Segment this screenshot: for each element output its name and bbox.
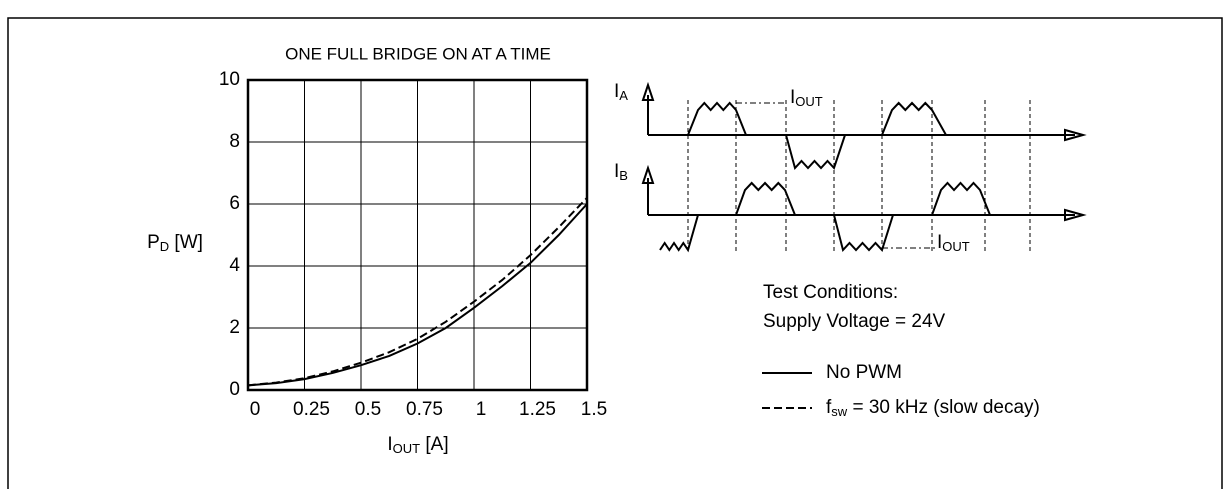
arrow: [1064, 208, 1087, 222]
y-axis-label-part: D: [160, 239, 169, 254]
ib-label: IB: [614, 161, 628, 183]
legend-label-part: sw: [831, 404, 848, 419]
iout-label-part: OUT: [795, 94, 823, 109]
x-axis-label: IOUT [A]: [387, 434, 448, 456]
x-tick-label: 0.75: [406, 399, 443, 420]
ia-label-part: A: [619, 88, 628, 103]
test-conditions: Supply Voltage = 24V: [763, 311, 946, 332]
waveform-diagram: [641, 81, 1087, 253]
ia-label: IA: [614, 81, 628, 103]
data-line: [247, 197, 588, 387]
ia-label-part: I: [614, 81, 619, 102]
x-axis-label-part: [A]: [420, 434, 449, 455]
y-axis-label-part: [W]: [169, 232, 203, 253]
x-tick-label: 0.5: [355, 399, 381, 420]
y-tick-label: 0: [229, 379, 240, 400]
legend-label-part: f: [826, 397, 832, 418]
legend-label: No PWM: [826, 362, 902, 383]
x-tick-label: 1.25: [519, 399, 556, 420]
data-line: [247, 203, 588, 387]
legend-label: fsw = 30 kHz (slow decay): [826, 397, 1040, 419]
test-conditions: Test Conditions:: [763, 282, 898, 303]
y-tick-label: 10: [219, 69, 240, 90]
y-axis-label-part: P: [147, 232, 160, 253]
iout-label-part: I: [937, 232, 942, 253]
y-tick-label: 4: [229, 255, 240, 276]
x-tick-label: 0: [250, 399, 261, 420]
y-tick-label: 6: [229, 193, 240, 214]
ib-label-part: I: [614, 161, 619, 182]
chart-title: ONE FULL BRIDGE ON AT A TIME: [285, 44, 551, 63]
iout-label: IOUT: [790, 87, 823, 109]
arrow: [641, 81, 655, 101]
iout-label-part: OUT: [942, 239, 970, 254]
legend-label-part: = 30 kHz (slow decay): [847, 397, 1040, 418]
x-tick-label: 0.25: [293, 399, 330, 420]
ib-wave: [659, 181, 1030, 253]
ib-label-part: B: [619, 168, 628, 183]
frame: [7, 17, 1223, 489]
x-tick-label: 1: [476, 399, 487, 420]
plot-frame: [246, 78, 589, 392]
iout-label-part: I: [790, 87, 795, 108]
y-tick-label: 2: [229, 317, 240, 338]
arrow: [641, 164, 655, 184]
x-axis-label-part: I: [387, 434, 392, 455]
x-axis-label-part: OUT: [393, 441, 421, 456]
ia-wave: [648, 101, 1030, 170]
y-axis-label: PD [W]: [147, 232, 203, 254]
arrow: [1064, 128, 1087, 142]
iout-label: IOUT: [937, 232, 970, 254]
y-tick-label: 8: [229, 131, 240, 152]
x-tick-label: 1.5: [581, 399, 607, 420]
